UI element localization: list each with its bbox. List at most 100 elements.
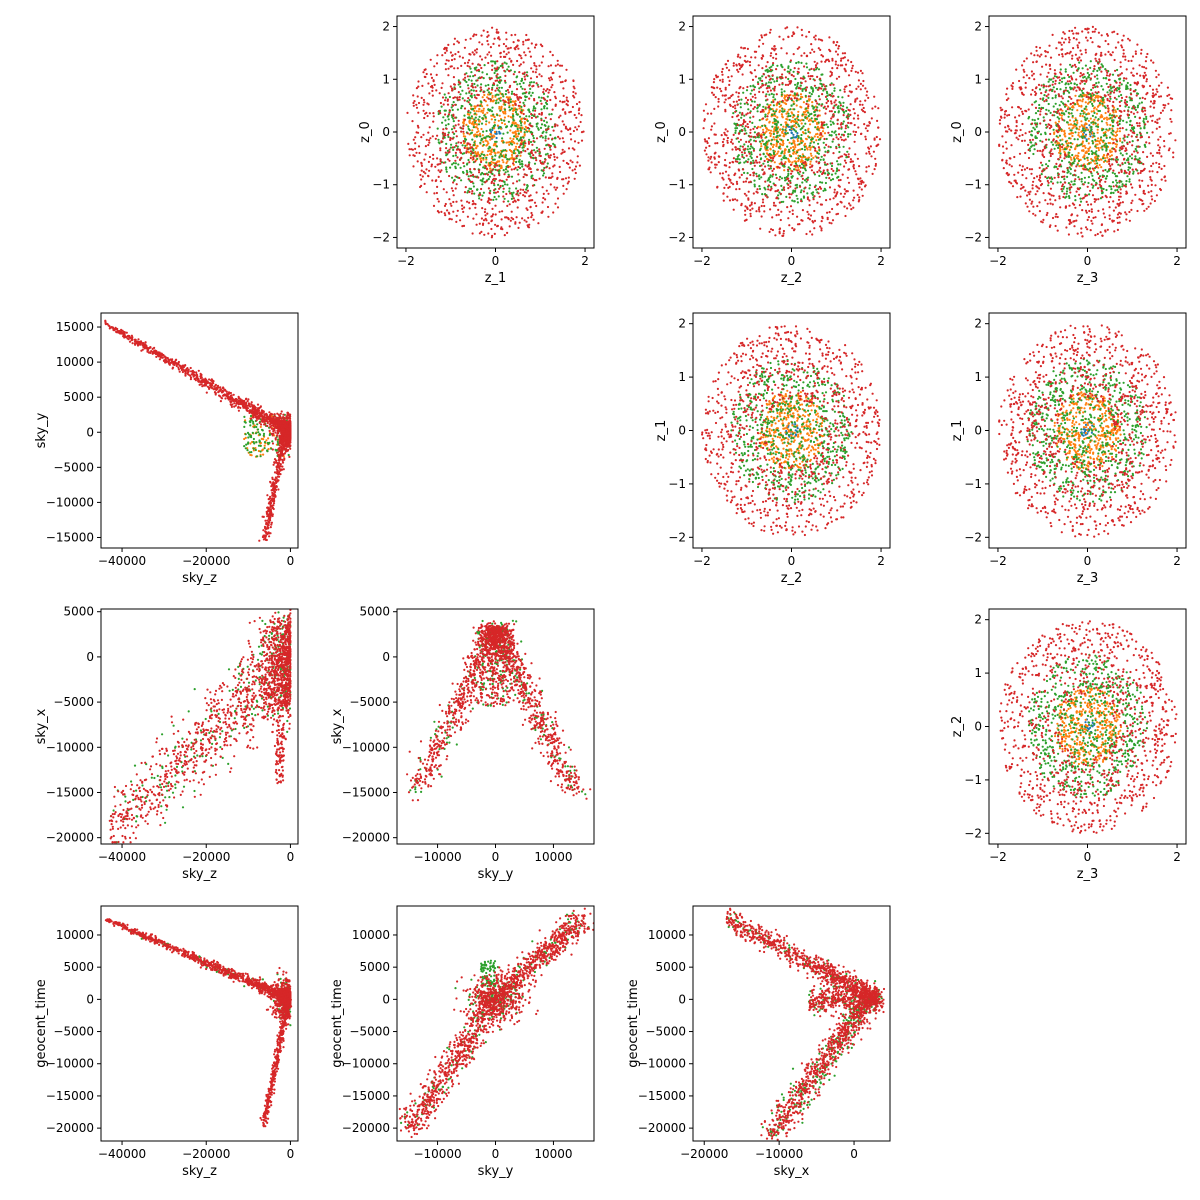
point-green [1072, 71, 1075, 74]
point-green [813, 114, 817, 117]
point-red [423, 68, 426, 72]
point-red [542, 96, 545, 100]
point-green [797, 136, 800, 139]
point-red [708, 166, 711, 169]
point-red [553, 155, 556, 158]
point-orange [475, 110, 478, 113]
point-red [774, 190, 777, 193]
point-green [741, 153, 744, 156]
point-green [496, 114, 499, 117]
point-red [575, 128, 579, 131]
point-orange [781, 130, 784, 133]
point-orange [1067, 142, 1070, 145]
point-red [706, 141, 709, 145]
point-orange [497, 160, 501, 163]
point-green [1094, 85, 1097, 89]
point-red [542, 196, 545, 200]
point-red [859, 88, 862, 91]
point-green [1067, 100, 1070, 103]
point-red [535, 65, 538, 68]
point-green [454, 162, 457, 165]
point-green [1098, 68, 1101, 71]
point-red [814, 38, 817, 41]
point-orange [523, 122, 526, 125]
point-orange [511, 100, 515, 103]
point-red [743, 151, 746, 155]
point-green [840, 133, 844, 136]
point-red [725, 134, 728, 137]
point-green [502, 169, 505, 172]
point-red [507, 98, 510, 101]
point-orange [769, 129, 773, 132]
point-green [753, 139, 756, 142]
point-orange [1087, 119, 1090, 122]
point-red [573, 140, 577, 143]
point-orange [477, 130, 480, 133]
point-red [835, 147, 838, 150]
point-red [856, 71, 860, 74]
point-green [825, 123, 828, 126]
point-orange [462, 135, 465, 138]
point-orange [481, 96, 484, 99]
point-green [789, 68, 792, 71]
point-red [552, 211, 555, 214]
point-green [749, 85, 752, 88]
point-green [1028, 115, 1031, 119]
point-red [425, 111, 428, 114]
point-red [796, 177, 799, 180]
point-green [1134, 155, 1137, 158]
point-red [469, 168, 472, 171]
point-green [816, 128, 819, 131]
point-orange [1104, 111, 1107, 115]
point-orange [1105, 121, 1108, 124]
point-red [830, 71, 834, 74]
point-green [794, 83, 797, 86]
point-green [774, 98, 777, 101]
point-red [492, 182, 496, 185]
point-red [503, 234, 506, 237]
point-green [494, 140, 497, 143]
point-red [748, 120, 752, 123]
point-red [766, 115, 769, 118]
point-red [801, 219, 804, 222]
point-green [830, 173, 834, 176]
point-green [765, 136, 768, 139]
point-red [538, 148, 541, 151]
point-green [739, 102, 742, 105]
point-green [492, 125, 495, 128]
point-red [868, 147, 871, 150]
point-orange [785, 112, 788, 115]
point-red [847, 59, 850, 62]
point-orange [507, 115, 510, 118]
point-green [802, 171, 805, 174]
point-green [467, 78, 470, 81]
point-green [793, 128, 796, 131]
point-green [1128, 178, 1131, 181]
point-red [740, 202, 743, 205]
point-red [463, 99, 466, 102]
point-orange [1095, 143, 1098, 146]
point-red [421, 175, 424, 178]
point-orange [799, 148, 802, 151]
point-red [828, 186, 832, 189]
point-orange [480, 157, 483, 160]
point-red [444, 202, 447, 206]
point-red [511, 218, 515, 221]
point-red [543, 147, 546, 150]
point-orange [490, 133, 493, 136]
point-green [520, 129, 523, 132]
point-red [726, 139, 729, 142]
point-red [844, 214, 847, 218]
point-red [496, 169, 499, 172]
point-green [745, 89, 749, 92]
point-orange [498, 107, 501, 110]
point-green [780, 93, 783, 96]
point-red [480, 198, 483, 201]
point-red [722, 192, 725, 195]
point-red [567, 147, 571, 150]
point-red [746, 98, 750, 102]
point-orange [465, 123, 468, 126]
point-green [491, 155, 494, 158]
point-green [1056, 108, 1059, 111]
point-red [753, 106, 756, 109]
